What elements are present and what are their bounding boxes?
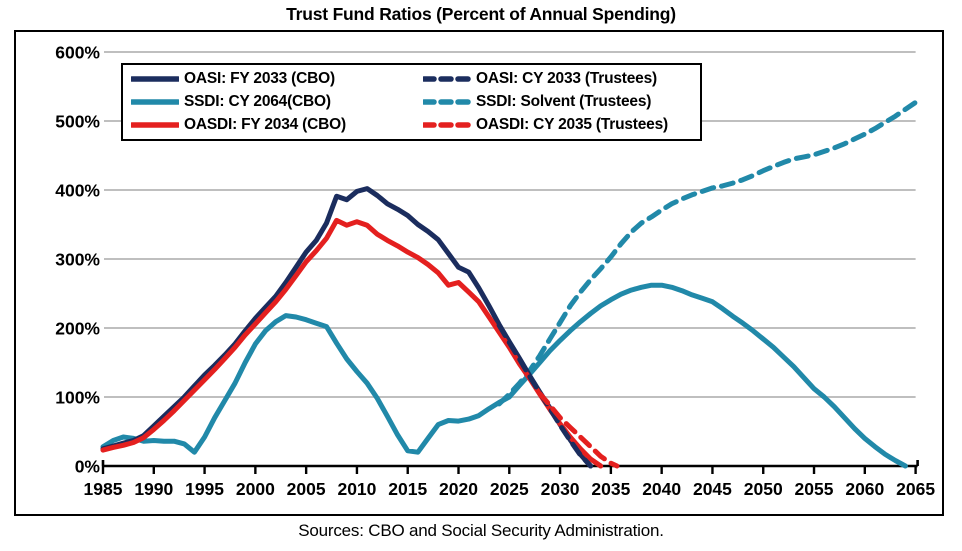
series-line-ssdi-cy-2064-cbo-: [100, 282, 908, 469]
legend-item: SSDI: Solvent (Trustees): [423, 93, 696, 111]
series-line-oasdi-fy-2034-cbo-: [100, 217, 604, 469]
dashed-line-swatch-icon: [423, 99, 471, 105]
solid-line-swatch-icon: [131, 122, 179, 129]
y-axis-label: 200%: [55, 319, 100, 339]
legend-item: OASDI: FY 2034 (CBO): [131, 116, 423, 134]
x-axis-label: 2030: [541, 479, 580, 499]
x-axis-label: 2035: [591, 479, 630, 499]
solid-line-swatch-icon: [131, 99, 179, 105]
x-axis-label: 2055: [795, 479, 834, 499]
x-axis-label: 2000: [236, 479, 275, 499]
x-axis-label: 2060: [845, 479, 884, 499]
dashed-line-swatch-icon: [423, 122, 471, 129]
legend-label: OASI: CY 2033 (Trustees): [476, 69, 657, 87]
y-axis-label: 100%: [55, 388, 100, 408]
legend-item: SSDI: CY 2064(CBO): [131, 93, 423, 111]
y-axis-label: 400%: [55, 181, 100, 201]
x-axis-label: 2005: [287, 479, 326, 499]
chart-title: Trust Fund Ratios (Percent of Annual Spe…: [286, 4, 676, 24]
y-axis-label: 500%: [55, 112, 100, 132]
legend-label: SSDI: Solvent (Trustees): [476, 92, 652, 110]
dashed-line-swatch-icon: [423, 75, 471, 82]
x-axis-label: 2025: [490, 479, 529, 499]
legend-label: SSDI: CY 2064(CBO): [184, 92, 331, 110]
x-axis-label: 2065: [896, 479, 935, 499]
y-axis-label: 300%: [55, 250, 100, 270]
legend: OASI: FY 2033 (CBO) SSDI: CY 2064(CBO) OAS…: [121, 63, 702, 141]
legend-item: OASI: FY 2033 (CBO): [131, 70, 423, 88]
x-axis-label: 2010: [337, 479, 376, 499]
x-axis-label: 2050: [744, 479, 783, 499]
legend-label: OASDI: CY 2035 (Trustees): [476, 116, 668, 134]
x-axis-label: 1995: [185, 479, 224, 499]
x-axis-label: 1990: [134, 479, 173, 499]
x-axis-label: 2020: [439, 479, 478, 499]
y-axis-label: 600%: [55, 43, 100, 63]
legend-label: OASI: FY 2033 (CBO): [184, 69, 335, 87]
legend-item: OASDI: CY 2035 (Trustees): [423, 116, 696, 134]
x-axis-label: 2045: [693, 479, 732, 499]
solid-line-swatch-icon: [131, 75, 179, 82]
series-line-ssdi-solvent-trustees-: [496, 99, 919, 407]
x-axis-label: 1985: [84, 479, 123, 499]
legend-label: OASDI: FY 2034 (CBO): [184, 116, 346, 134]
x-axis-label: 2040: [642, 479, 681, 499]
series-line-oasdi-cy-2035-trustees-: [537, 391, 620, 469]
y-axis-label: 0%: [75, 457, 101, 477]
x-axis-label: 2015: [388, 479, 427, 499]
legend-item: OASI: CY 2033 (Trustees): [423, 70, 696, 88]
source-note: Sources: CBO and Social Security Adminis…: [298, 521, 664, 540]
